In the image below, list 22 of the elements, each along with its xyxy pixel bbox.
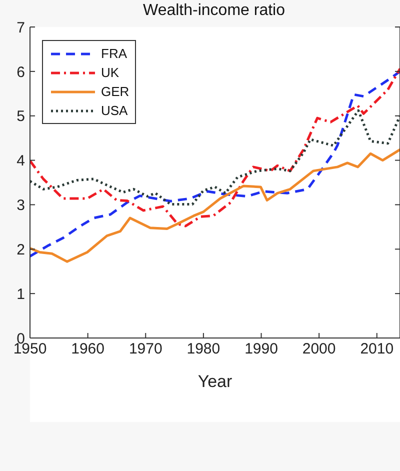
y-tick-label: 5 [16,108,25,126]
x-tick-label: 1990 [244,340,278,358]
legend-label: USA [101,103,128,118]
legend-label: FRA [101,46,127,61]
x-tick-label: 2010 [360,340,394,358]
y-tick-label: 3 [16,197,25,214]
x-tick-label: 1980 [186,340,220,358]
y-tick-label: 1 [16,286,25,303]
chart-title: Wealth-income ratio [142,2,286,20]
y-tick-label: 2 [16,241,25,258]
x-tick-label: 1960 [71,340,104,358]
y-tick-label: 7 [16,19,25,36]
x-tick-label: 1970 [128,340,162,358]
legend-label: GER [101,84,130,99]
x-axis-title: Year [198,372,233,391]
y-tick-label: 4 [16,152,25,170]
line-series [30,68,400,228]
line-series [30,70,400,258]
line-series [30,148,400,263]
x-tick-label: 2000 [302,340,336,358]
y-tick-label: 6 [16,64,25,81]
legend-label: UK [101,65,120,80]
